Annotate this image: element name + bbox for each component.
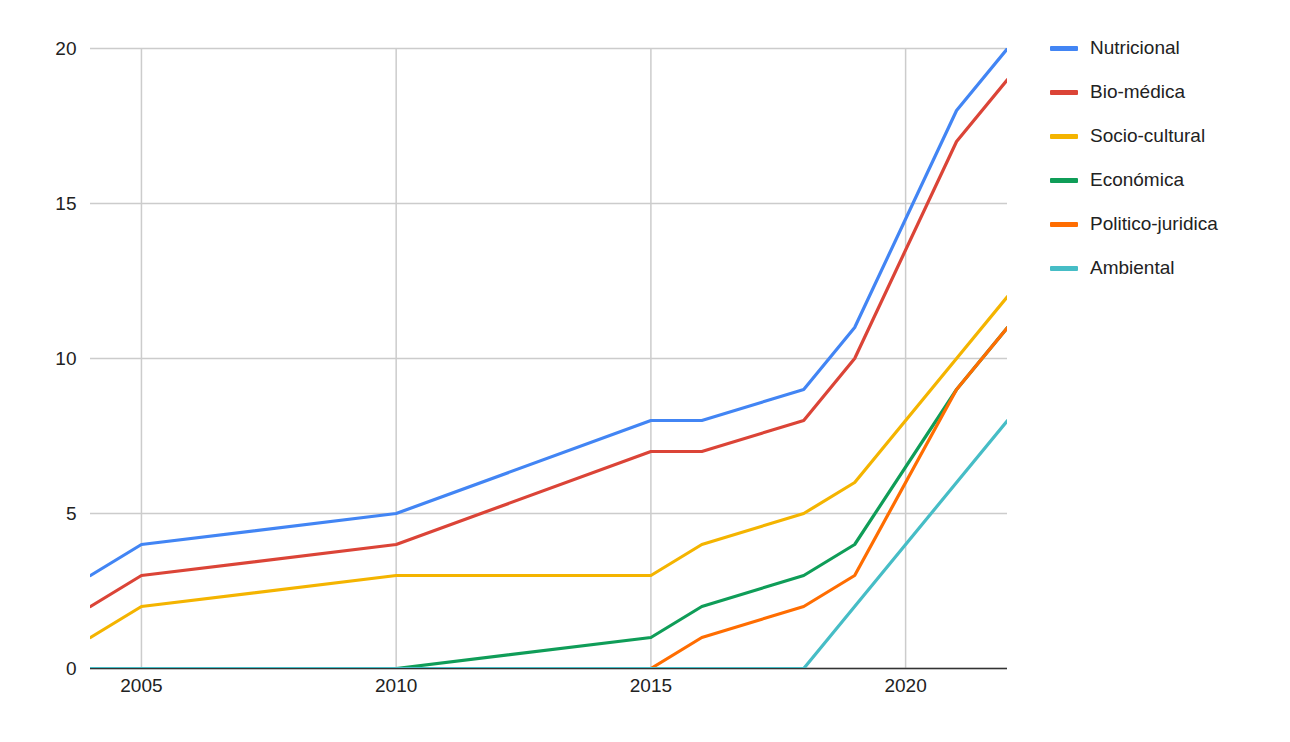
html-text:Económica: Económica — [1090, 169, 1184, 190]
html-text:Ambiental: Ambiental — [1090, 257, 1175, 278]
html-text:Politico-juridica: Politico-juridica — [1090, 213, 1218, 234]
html-text:Bio-médica: Bio-médica — [1090, 81, 1185, 102]
svg-text:2010: 2010 — [375, 675, 417, 696]
html-text:Nutricional: Nutricional — [1090, 37, 1180, 58]
svg-text:2015: 2015 — [630, 675, 672, 696]
svg-text:5: 5 — [66, 503, 77, 524]
svg-text:2020: 2020 — [884, 675, 926, 696]
svg-text:0: 0 — [66, 658, 77, 679]
svg-text:2005: 2005 — [120, 675, 162, 696]
svg-text:10: 10 — [55, 348, 76, 369]
svg-text:20: 20 — [55, 38, 76, 59]
html-text:Socio-cultural: Socio-cultural — [1090, 125, 1206, 146]
svg-text:15: 15 — [55, 193, 76, 214]
